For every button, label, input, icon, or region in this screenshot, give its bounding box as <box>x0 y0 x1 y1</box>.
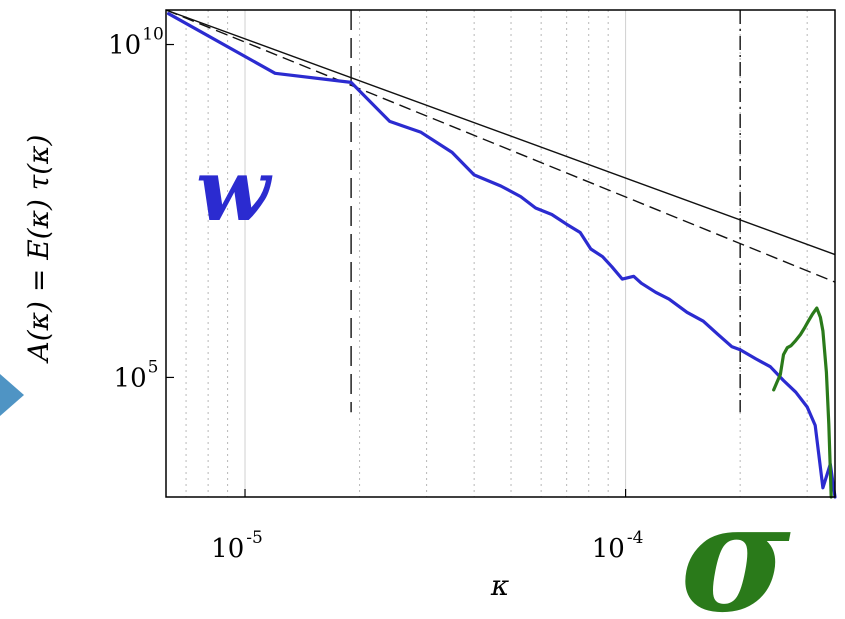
x-tick-exponent: -5 <box>246 528 263 548</box>
series-line-σ <box>772 306 833 499</box>
plot-frame <box>165 9 836 498</box>
reference-lines <box>165 9 836 283</box>
y-tick-label: 105 <box>114 357 159 393</box>
y-tick-label: 1010 <box>108 25 164 61</box>
series-line-w <box>167 12 837 499</box>
y-tick-exponent: 10 <box>142 25 164 45</box>
x-axis-label: κ <box>490 569 509 602</box>
reference-line-2 <box>165 9 836 283</box>
left-edge-arrow-icon <box>0 374 24 416</box>
vertical-lines <box>350 10 741 413</box>
series-group <box>167 12 837 499</box>
y-axis-label-group: A(κ) = E(κ) τ(κ) <box>22 135 55 365</box>
x-tick-label: 10 -4 <box>592 528 644 564</box>
grid <box>185 10 808 497</box>
x-tick-exponent: -4 <box>627 528 644 548</box>
annotation-w: w <box>196 140 273 241</box>
x-tick-label: 10 -5 <box>211 528 263 564</box>
y-axis-label: A(κ) = E(κ) τ(κ) <box>22 135 55 365</box>
annotation-sigma: σ <box>680 470 791 619</box>
reference-line-1 <box>165 9 836 256</box>
y-tick-exponent: 5 <box>148 357 159 377</box>
